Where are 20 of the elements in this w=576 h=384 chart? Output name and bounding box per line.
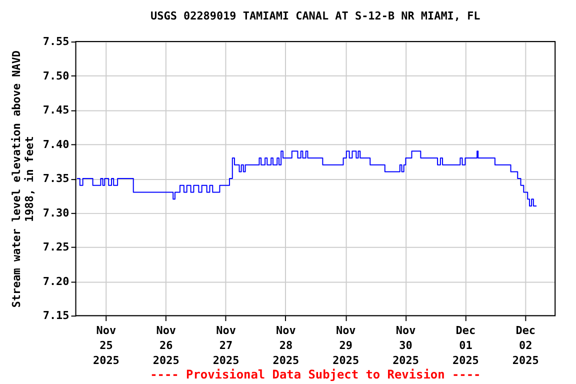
y-tick-label: 7.15 — [42, 309, 70, 322]
x-tick-label: Nov 25 2025 — [93, 324, 120, 367]
x-tick-label: Nov 29 2025 — [332, 324, 360, 367]
y-tick-label: 7.35 — [42, 172, 70, 186]
y-tick-label: 7.25 — [42, 240, 70, 254]
x-tick-label: Dec 02 2025 — [512, 324, 539, 367]
y-tick-label: 7.40 — [42, 138, 70, 151]
y-tick-label: 7.30 — [42, 206, 70, 220]
y-tick-label: 7.50 — [42, 69, 70, 82]
x-tick-label: Nov 27 2025 — [212, 324, 240, 367]
y-tick-label: 7.55 — [42, 35, 70, 48]
chart-title: USGS 02289019 TAMIAMI CANAL AT S-12-B NR MIAMI, FL — [150, 10, 481, 23]
y-axis-title: Stream water level elevation above NAVD 1988, in feet — [10, 50, 36, 308]
y-tick-label: 7.20 — [42, 274, 70, 288]
x-tick-label: Nov 30 2025 — [392, 324, 419, 367]
x-tick-label: Nov 28 2025 — [272, 324, 300, 367]
text: ---- Provisional Data Subject to Revision ---- — [150, 367, 481, 382]
y-tick-label: 7.45 — [42, 104, 70, 117]
x-tick-label: Nov 26 2025 — [152, 324, 180, 367]
x-tick-label: Dec 01 2025 — [452, 324, 479, 367]
